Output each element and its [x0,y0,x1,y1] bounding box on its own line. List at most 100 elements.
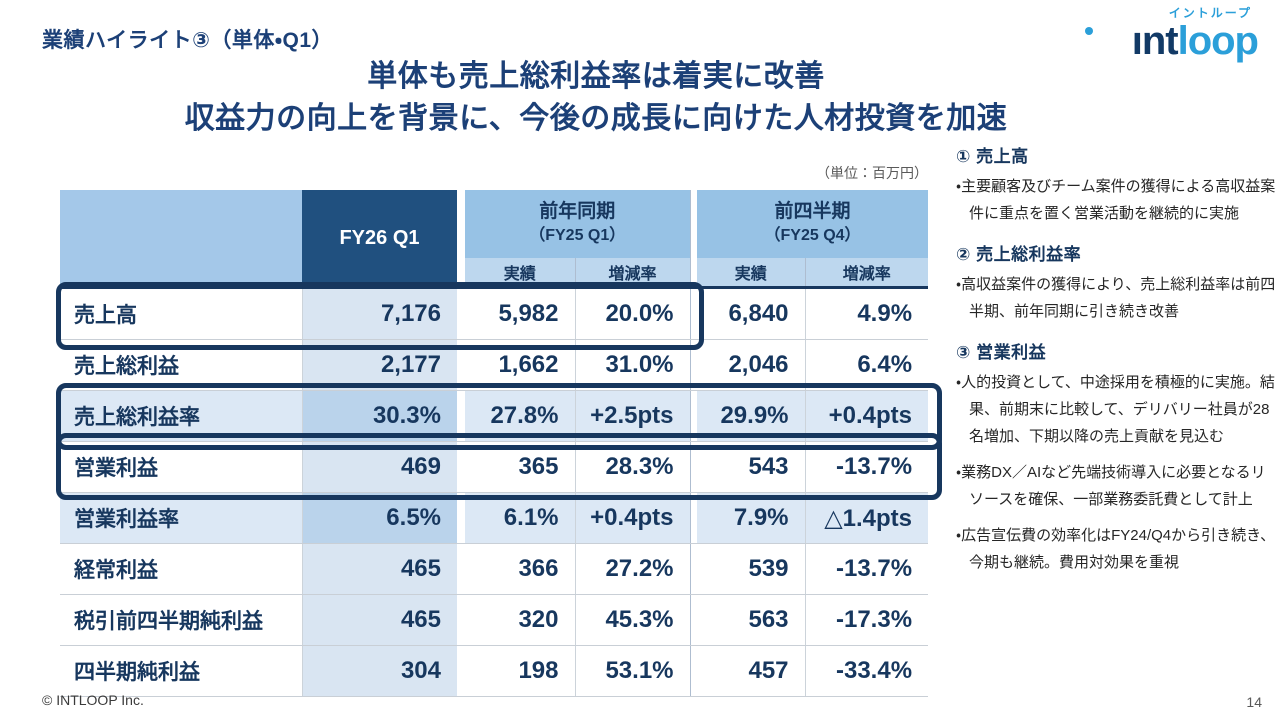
cell-qoq-rate: +0.4pts [805,390,929,442]
cell-yoy-actual: 320 [465,594,576,646]
headline-line-1: 単体も売上総利益率は着実に改善 [367,60,825,93]
table-row: 経常利益 465 366 27.2% 539 -13.7% [60,543,929,595]
cell-yoy-actual: 365 [465,441,576,493]
cell-gap [457,390,465,442]
cell-qoq-actual: 457 [697,645,806,697]
cell-yoy-actual: 1,662 [465,339,576,391]
company-logo: イントループ ıntloop [1082,6,1259,63]
page-number: 14 [1246,694,1262,710]
cell-qoq-rate: △1.4pts [805,492,929,544]
logo-word-int: ınt [1131,19,1179,63]
cell-yoy-actual: 366 [465,543,576,595]
row-label: 売上高 [60,287,303,340]
header-fy26: FY26 Q1 [302,190,457,289]
header-gap [457,190,465,289]
header-group-qoq: 前四半期 （FY25 Q4） [697,190,929,258]
cell-qoq-rate: -17.3% [805,594,929,646]
row-label: 税引前四半期純利益 [60,594,303,646]
cell-qoq-actual: 7.9% [697,492,806,544]
cell-qoq-actual: 539 [697,543,806,595]
table-row: 税引前四半期純利益 465 320 45.3% 563 -17.3% [60,594,929,646]
headline-line-2: 収益力の向上を背景に、今後の成長に向けた人材投資を加速 [184,102,1008,135]
cell-fy26: 465 [302,594,457,646]
cell-yoy-actual: 5,982 [465,287,576,340]
group-yoy-line2: （FY25 Q1） [529,227,626,244]
cell-qoq-rate: 6.4% [805,339,929,391]
cell-gap [457,287,465,340]
cell-yoy-rate: 28.3% [575,441,691,493]
cell-gap [689,339,698,391]
sidebar-bullet: 主要顧客及びチーム案件の獲得による高収益案件に重点を置く営業活動を継続的に実施 [956,173,1276,227]
cell-fy26: 469 [302,441,457,493]
cell-fy26: 304 [302,645,457,697]
table-row: 売上高 7,176 5,982 20.0% 6,840 4.9% [60,287,929,340]
header-label-cell [60,190,302,289]
group-yoy-line1: 前年同期 [539,201,616,222]
cell-yoy-actual: 27.8% [465,390,576,442]
table-row: 売上総利益率 30.3% 27.8% +2.5pts 29.9% +0.4pts [60,390,929,442]
table-row: 営業利益率 6.5% 6.1% +0.4pts 7.9% △1.4pts [60,492,929,544]
cell-gap [689,543,698,595]
logo-i-dot-icon [1085,27,1093,35]
group-qoq-line1: 前四半期 [774,201,851,222]
cell-qoq-rate: 4.9% [805,287,929,340]
cell-yoy-actual: 198 [465,645,576,697]
row-label: 売上総利益 [60,339,303,391]
cell-yoy-actual: 6.1% [465,492,576,544]
cell-qoq-actual: 543 [697,441,806,493]
table-header-group-row: FY26 Q1 前年同期 （FY25 Q1） 前四半期 （FY25 Q4） [60,190,929,289]
cell-qoq-rate: -13.7% [805,543,929,595]
cell-gap [689,594,698,646]
cell-gap [689,645,698,697]
cell-yoy-rate: 45.3% [575,594,691,646]
sidebar-section-heading: ② 売上総利益率 [956,245,1082,264]
sidebar-bullet: 人的投資として、中途採用を積極的に実施。結果、前期末に比較して、デリバリー社員が… [956,369,1276,450]
row-label: 営業利益 [60,441,303,493]
sidebar-bullet: 業務DX／AIなど先端技術導入に必要となるリソースを確保、一部業務委託費として計… [956,459,1276,513]
subheader-qoq-rate: 増減率 [804,258,929,289]
row-label: 売上総利益率 [60,390,303,442]
cell-qoq-actual: 29.9% [697,390,806,442]
sidebar-bullet: 高収益案件の獲得により、売上総利益率は前四半期、前年同期に引き続き改善 [956,271,1276,325]
cell-gap [457,441,465,493]
header-group-yoy: 前年同期 （FY25 Q1） [465,190,691,258]
table-row: 四半期純利益 304 198 53.1% 457 -33.4% [60,645,929,697]
cell-yoy-rate: 53.1% [575,645,691,697]
sidebar-bullet: 広告宣伝費の効率化はFY24/Q4から引き続き、今期も継続。費用対効果を重視 [956,522,1276,576]
header-gap [689,190,698,289]
row-label: 四半期純利益 [60,645,303,697]
commentary-sidebar: ① 売上高主要顧客及びチーム案件の獲得による高収益案件に重点を置く営業活動を継続… [956,142,1276,585]
cell-yoy-rate: 27.2% [575,543,691,595]
cell-gap [457,492,465,544]
cell-fy26: 30.3% [302,390,457,442]
cell-yoy-rate: 31.0% [575,339,691,391]
cell-gap [457,594,465,646]
cell-fy26: 465 [302,543,457,595]
cell-qoq-actual: 6,840 [697,287,806,340]
cell-yoy-rate: +2.5pts [575,390,691,442]
cell-gap [457,543,465,595]
cell-gap [689,390,698,442]
sidebar-section-heading: ① 売上高 [956,147,1029,166]
subheader-yoy-rate: 増減率 [574,258,691,289]
financial-table-wrap: FY26 Q1 前年同期 （FY25 Q1） 前四半期 （FY25 Q4） 実績… [56,190,942,697]
cell-qoq-rate: -13.7% [805,441,929,493]
cell-yoy-rate: +0.4pts [575,492,691,544]
cell-fy26: 2,177 [302,339,457,391]
subheader-yoy-actual: 実績 [465,258,575,289]
sidebar-section-heading: ③ 営業利益 [956,343,1047,362]
cell-gap [689,441,698,493]
unit-note: （単位：百万円） [816,165,928,181]
cell-gap [457,339,465,391]
table-row: 売上総利益 2,177 1,662 31.0% 2,046 6.4% [60,339,929,391]
logo-katakana: イントループ [1168,6,1252,20]
cell-fy26: 6.5% [302,492,457,544]
row-label: 営業利益率 [60,492,303,544]
page-title: 業績ハイライト③（単体・Q1） [42,29,334,52]
cell-gap [689,492,698,544]
cell-qoq-rate: -33.4% [805,645,929,697]
headline: 単体も売上総利益率は着実に改善 収益力の向上を背景に、今後の成長に向けた人材投資… [0,56,1192,140]
cell-qoq-actual: 563 [697,594,806,646]
financial-table: FY26 Q1 前年同期 （FY25 Q1） 前四半期 （FY25 Q4） 実績… [60,190,929,697]
